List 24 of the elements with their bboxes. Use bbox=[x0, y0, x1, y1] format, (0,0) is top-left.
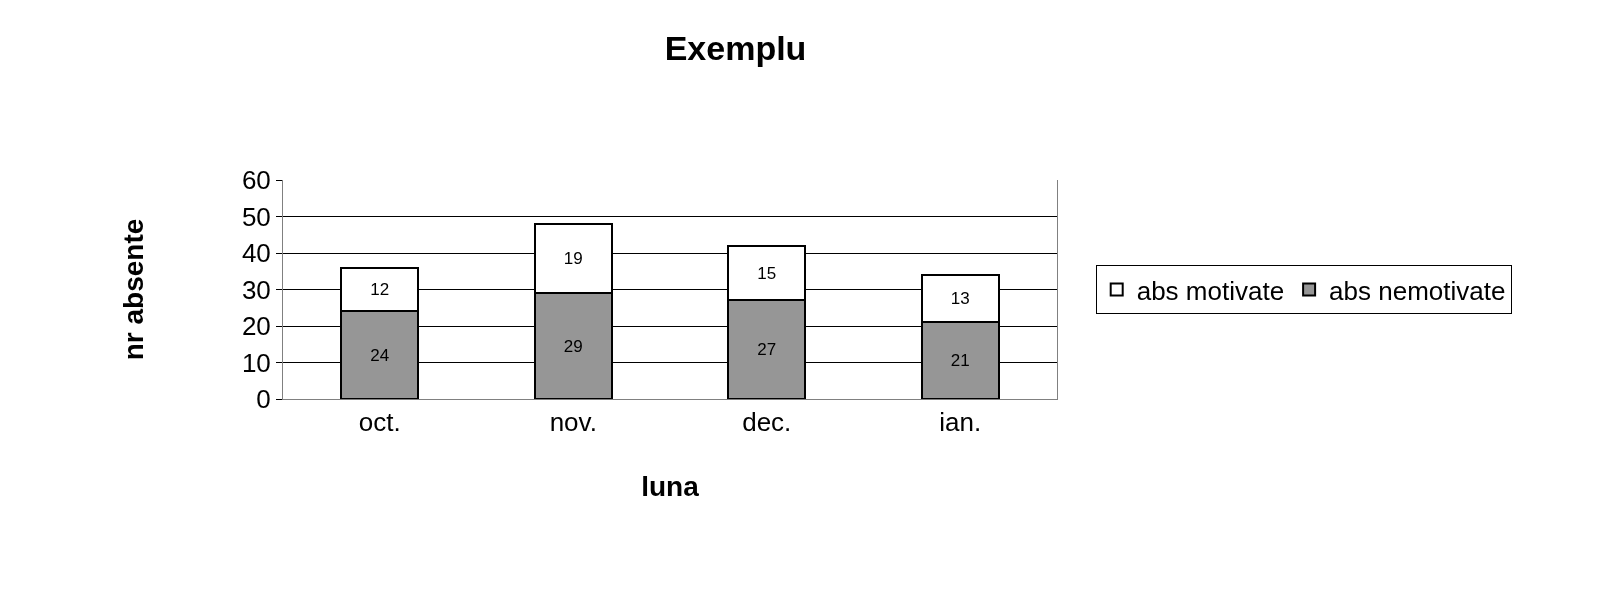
x-axis-title: luna bbox=[641, 471, 700, 503]
data-label: 27 bbox=[757, 340, 777, 360]
y-tick-label: 20 bbox=[241, 311, 271, 342]
data-label: 19 bbox=[563, 248, 583, 268]
data-label: 24 bbox=[370, 345, 390, 365]
y-tick-label: 10 bbox=[241, 347, 271, 378]
x-tick-label: nov. bbox=[549, 407, 597, 438]
chart-title: Exemplu bbox=[664, 28, 807, 67]
data-label: 13 bbox=[950, 289, 970, 309]
data-label: 21 bbox=[950, 351, 970, 371]
legend-label: abs nemotivate bbox=[1329, 275, 1506, 306]
y-tick-label: 40 bbox=[241, 238, 271, 269]
data-label: 29 bbox=[563, 336, 583, 356]
data-label: 12 bbox=[370, 280, 390, 299]
data-label: 15 bbox=[757, 263, 777, 283]
legend-label: abs motivate bbox=[1136, 275, 1285, 306]
y-axis-title: nr absente bbox=[117, 218, 149, 361]
y-tick-label: 60 bbox=[241, 165, 271, 196]
x-tick-label: oct. bbox=[358, 407, 401, 438]
y-tick-label: 0 bbox=[256, 384, 271, 415]
y-tick-label: 30 bbox=[241, 274, 271, 305]
y-tick-label: 50 bbox=[241, 201, 271, 232]
x-tick-label: dec. bbox=[742, 407, 792, 438]
x-tick-label: ian. bbox=[939, 407, 982, 438]
